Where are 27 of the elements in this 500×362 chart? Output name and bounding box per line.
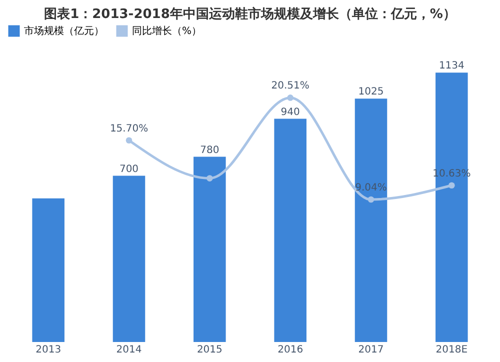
point (206, 175, 213, 182)
x-tick-label: 2017 (358, 344, 384, 356)
bar (32, 198, 64, 342)
point (448, 182, 455, 189)
legend-label: 同比增长（%） (132, 25, 202, 37)
x-tick-label: 2014 (116, 344, 142, 356)
data-label: 700 (119, 164, 139, 175)
data-label: 1025 (358, 86, 384, 98)
point (287, 94, 294, 101)
x-tick-label: 2013 (36, 344, 62, 356)
x-tick-label: 2016 (278, 344, 304, 356)
data-label: 940 (280, 106, 300, 118)
x-tick-label: 2018E (436, 344, 468, 356)
x-tick-label: 2015 (196, 344, 222, 356)
point (126, 137, 132, 144)
bar (112, 176, 146, 342)
data-label: 1134 (438, 60, 464, 72)
data-label: 9.04% (355, 182, 387, 194)
data-label: 780 (200, 144, 220, 156)
chart-title: 图表1：2013-2018年中国运动鞋市场规模及增长（单位：亿元，%） (44, 6, 456, 22)
data-label: 20.51% (271, 80, 310, 92)
bar (274, 118, 306, 342)
data-label: 15.70% (110, 123, 148, 134)
legend-label: 市场规模（亿元） (24, 25, 104, 37)
bar (354, 98, 388, 342)
bar (194, 156, 226, 342)
point (368, 196, 374, 203)
